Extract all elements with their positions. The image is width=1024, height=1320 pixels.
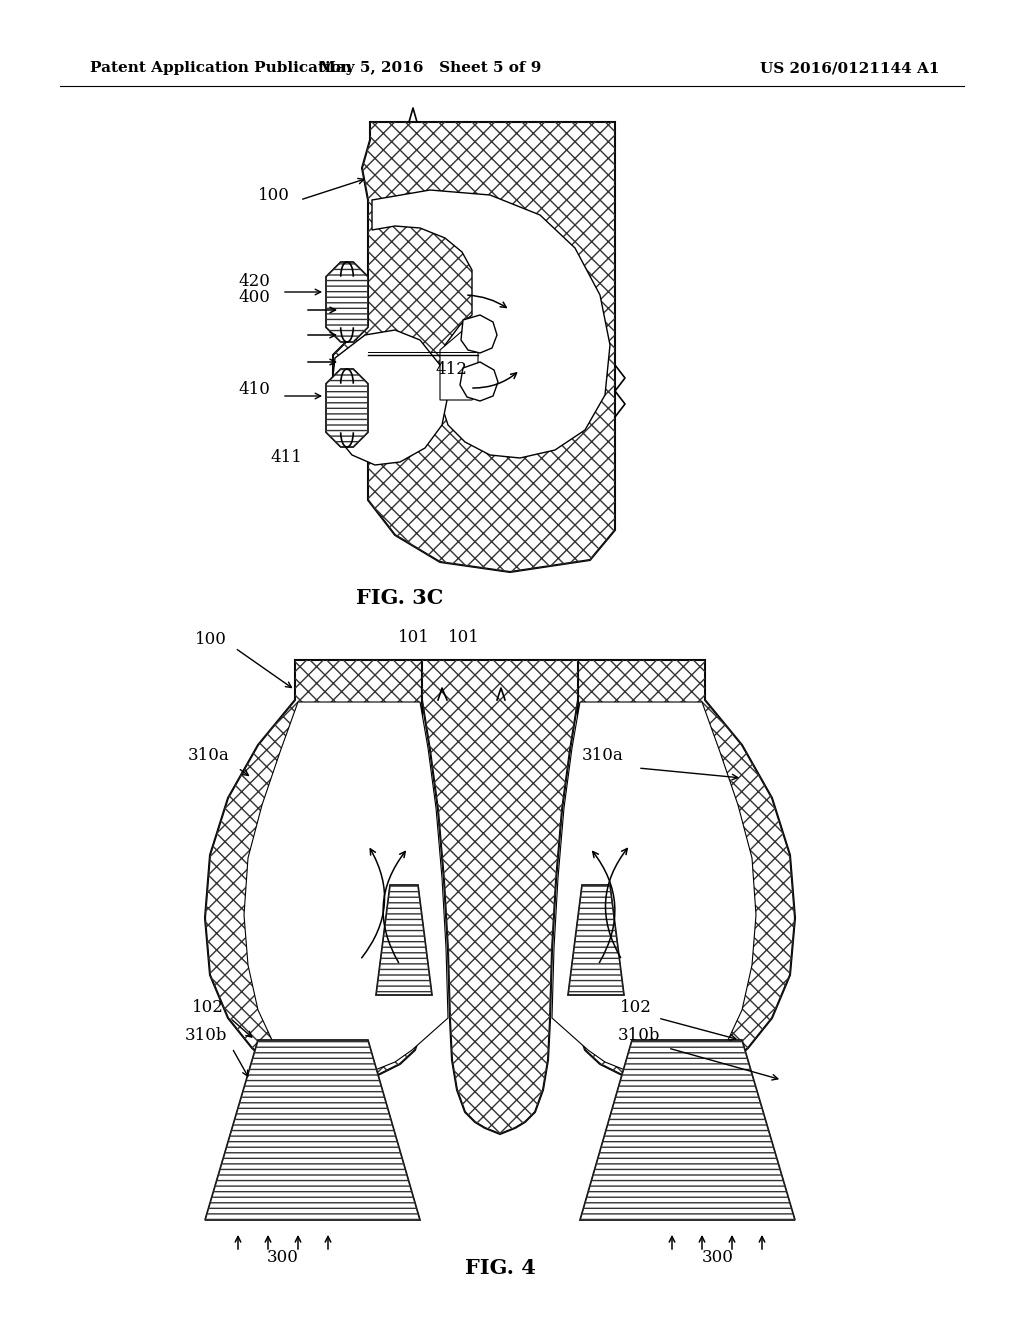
Text: 400: 400 (238, 289, 270, 306)
Text: 310b: 310b (618, 1027, 660, 1044)
Polygon shape (326, 261, 368, 342)
Text: 300: 300 (267, 1250, 299, 1266)
Text: 102: 102 (193, 999, 224, 1016)
Polygon shape (568, 884, 624, 995)
Text: FIG. 3C: FIG. 3C (356, 587, 443, 609)
Polygon shape (333, 121, 615, 572)
Text: 101: 101 (398, 630, 430, 647)
Polygon shape (440, 319, 478, 400)
Polygon shape (552, 702, 756, 1078)
Polygon shape (461, 315, 497, 352)
Text: 102: 102 (620, 999, 652, 1016)
Polygon shape (578, 660, 795, 1082)
Text: 411: 411 (270, 450, 302, 466)
Text: 101: 101 (449, 630, 480, 647)
Polygon shape (332, 330, 449, 465)
Text: 420: 420 (238, 273, 270, 290)
Polygon shape (460, 362, 498, 401)
Polygon shape (205, 660, 422, 1082)
Polygon shape (580, 1040, 795, 1220)
Polygon shape (372, 190, 610, 458)
Polygon shape (376, 884, 432, 995)
Polygon shape (205, 1040, 420, 1220)
Polygon shape (244, 702, 449, 1078)
Text: US 2016/0121144 A1: US 2016/0121144 A1 (760, 61, 939, 75)
Text: 310a: 310a (582, 747, 624, 763)
Text: 300: 300 (702, 1250, 734, 1266)
Text: 412: 412 (435, 362, 467, 379)
Text: 310a: 310a (188, 747, 229, 763)
Text: 100: 100 (258, 186, 290, 203)
Text: 310b: 310b (185, 1027, 227, 1044)
Text: 410: 410 (238, 381, 270, 399)
Text: 100: 100 (195, 631, 227, 648)
Polygon shape (422, 660, 578, 1134)
Text: May 5, 2016   Sheet 5 of 9: May 5, 2016 Sheet 5 of 9 (318, 61, 542, 75)
Text: Patent Application Publication: Patent Application Publication (90, 61, 352, 75)
Polygon shape (326, 370, 368, 447)
Text: FIG. 4: FIG. 4 (465, 1258, 536, 1278)
